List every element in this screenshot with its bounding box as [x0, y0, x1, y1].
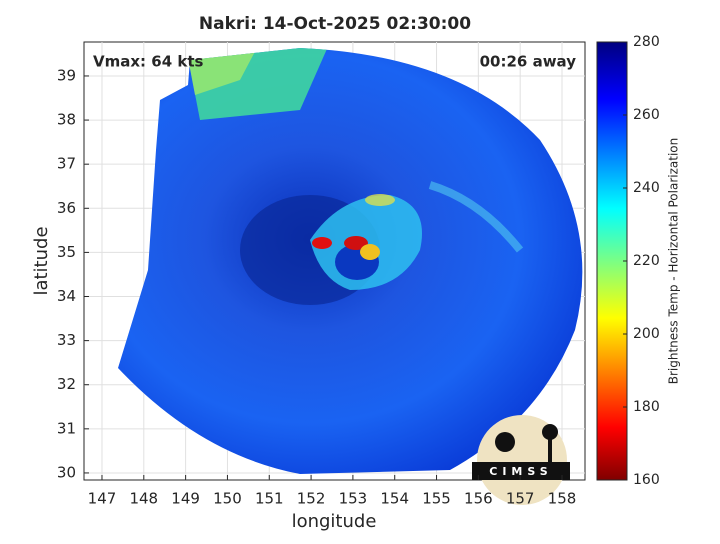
annotation: Vmax: 64 kts: [93, 53, 203, 71]
chart-title: Nakri: 14-Oct-2025 02:30:00: [199, 14, 471, 34]
y-tick-label: 37: [57, 155, 76, 173]
y-tick-label: 34: [57, 287, 76, 305]
x-tick-label: 156: [464, 490, 493, 508]
colorbar-tick-label: 280: [633, 34, 660, 50]
y-tick-label: 33: [57, 331, 76, 349]
y-axis-label: latitude: [31, 226, 52, 295]
colorbar-label: Brightness Temp - Horizontal Polarizatio…: [667, 138, 681, 385]
y-tick-label: 39: [57, 66, 76, 84]
colorbar-tick-label: 160: [633, 472, 660, 488]
colorbar-tick-label: 220: [633, 253, 660, 269]
x-tick-label: 151: [255, 490, 284, 508]
y-tick-label: 38: [57, 111, 76, 129]
x-tick-label: 153: [339, 490, 368, 508]
x-tick-label: 154: [380, 490, 409, 508]
colorbar: [596, 41, 628, 481]
colorbar-tick-label: 240: [633, 180, 660, 196]
x-tick-label: 150: [213, 490, 242, 508]
x-tick-label: 149: [171, 490, 200, 508]
y-tick-label: 35: [57, 243, 76, 261]
x-tick-label: 158: [548, 490, 577, 508]
y-tick-label: 30: [57, 463, 76, 481]
satellite-image: [118, 48, 583, 474]
x-tick-label: 152: [297, 490, 326, 508]
y-tick-label: 32: [57, 375, 76, 393]
colorbar-tick-label: 180: [633, 399, 660, 415]
y-tick-label: 36: [57, 199, 76, 217]
annotation: 00:26 away: [480, 53, 577, 71]
colorbar-tick-label: 260: [633, 107, 660, 123]
logo-text: CIMSS: [489, 465, 552, 478]
logo: CIMSS: [472, 415, 570, 505]
colorbar-tick-label: 200: [633, 326, 660, 342]
x-tick-label: 147: [88, 490, 117, 508]
x-tick-label: 148: [129, 490, 158, 508]
x-tick-label: 157: [506, 490, 535, 508]
x-axis-label: longitude: [292, 511, 377, 532]
y-tick-label: 31: [57, 419, 76, 437]
x-tick-label: 155: [422, 490, 451, 508]
